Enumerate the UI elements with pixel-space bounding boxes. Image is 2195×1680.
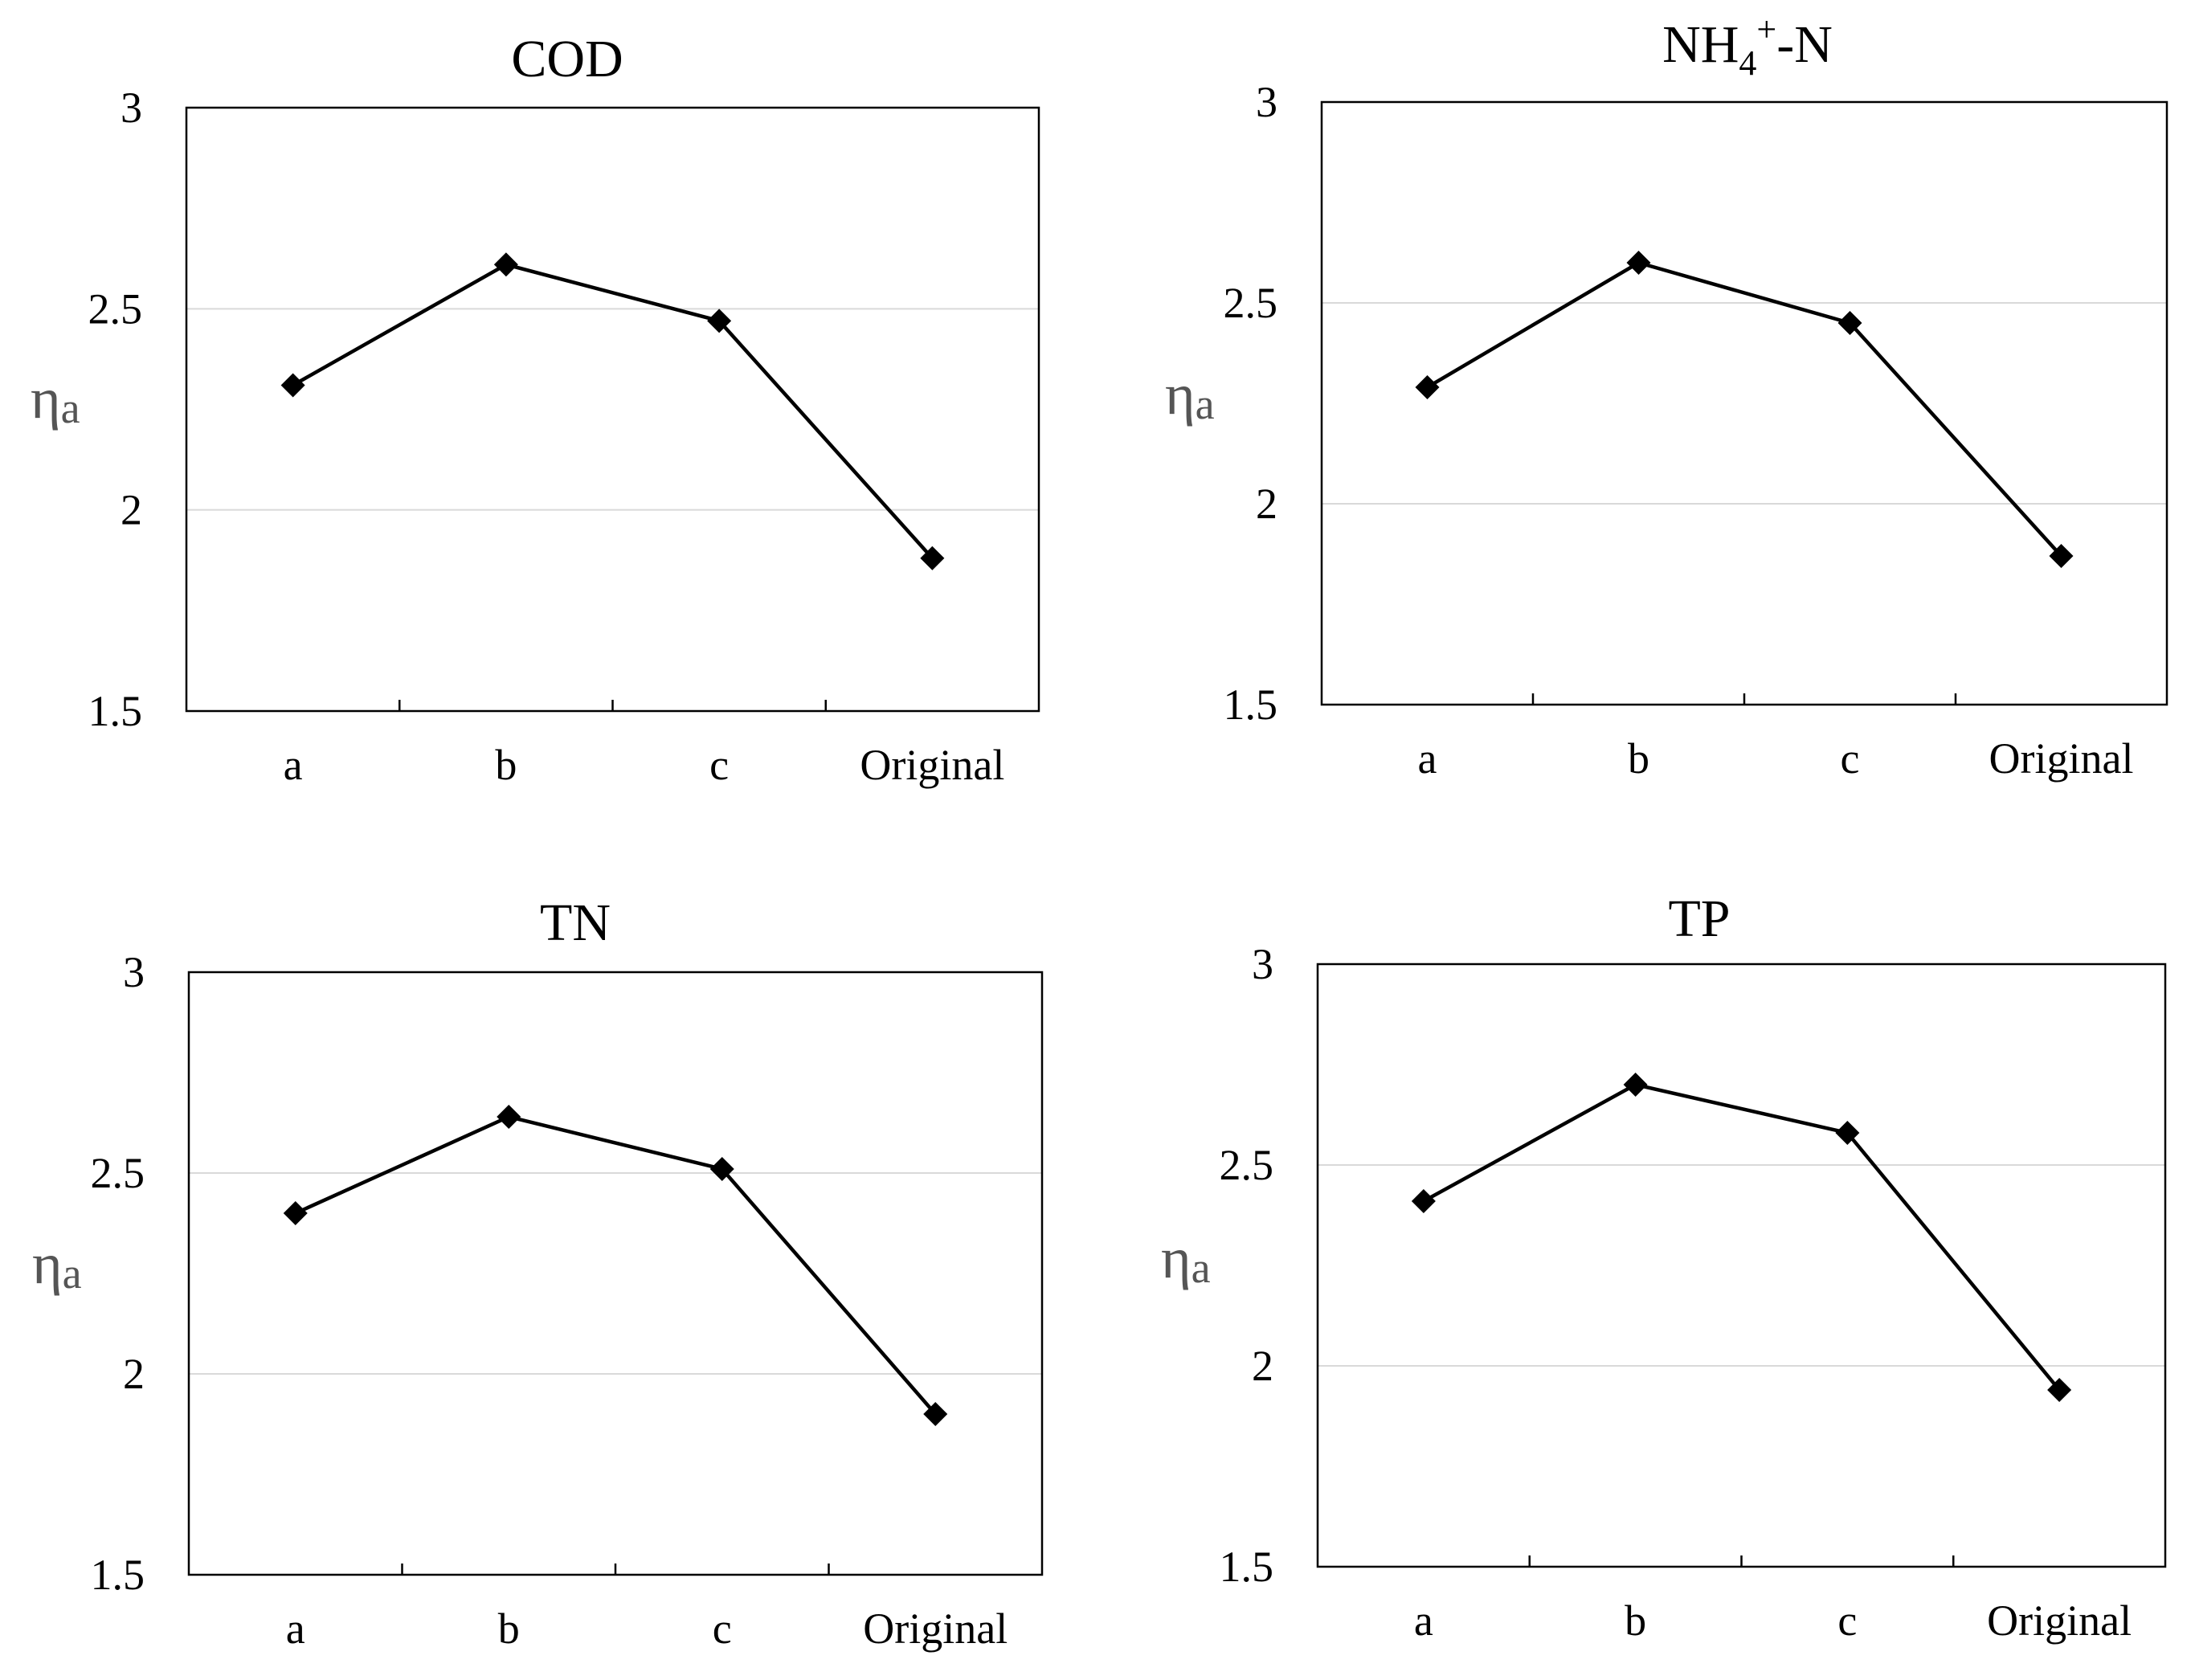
x-tick-label: b — [1625, 1596, 1646, 1645]
x-tick-label: b — [1628, 734, 1649, 783]
x-tick-label: a — [286, 1604, 305, 1653]
y-tick-label: 1.5 — [1224, 681, 1278, 729]
data-point-original — [920, 546, 945, 570]
y-tick-label: 2 — [1256, 480, 1277, 528]
y-tick-label: 3 — [121, 84, 142, 132]
plot-frame — [187, 971, 1044, 1576]
y-axis-label: ηa — [32, 1232, 82, 1298]
data-point-b — [493, 252, 518, 277]
chart-title: TP — [1668, 889, 1730, 948]
data-point-original — [923, 1402, 948, 1426]
chart-title: NH4+-N — [1662, 10, 1833, 83]
data-point-b — [1626, 251, 1651, 275]
chart-panel-2: 1.5 2 2.5 3 a b c Original NH4+-N ηa — [1165, 10, 2168, 783]
y-axis-label: ηa — [1165, 362, 1215, 428]
y-tick-label: 3 — [123, 948, 145, 996]
y-tick-label: 2 — [123, 1350, 145, 1398]
y-tick-label: 2.5 — [88, 284, 143, 333]
chart-title: COD — [511, 30, 623, 88]
y-axis-label: ηa — [31, 366, 80, 432]
x-tick-label: c — [1841, 734, 1860, 783]
data-point-c — [709, 1157, 734, 1181]
x-tick-label: Original — [860, 741, 1004, 789]
y-tick-label: 1.5 — [91, 1551, 145, 1599]
y-tick-label: 1.5 — [88, 687, 143, 735]
series-line — [1426, 260, 2063, 558]
plot-frame — [185, 106, 1040, 713]
data-point-b — [1623, 1073, 1648, 1097]
y-tick-label: 2.5 — [91, 1149, 145, 1197]
x-tick-label: c — [713, 1604, 732, 1653]
chart-title: TN — [540, 893, 611, 952]
y-axis-label: ηa — [1161, 1226, 1211, 1292]
y-tick-label: 1.5 — [1220, 1543, 1274, 1591]
y-tick-label: 2.5 — [1224, 279, 1278, 327]
y-tick-label: 3 — [1252, 940, 1273, 988]
y-tick-label: 2 — [1252, 1342, 1273, 1390]
data-point-b — [497, 1105, 521, 1129]
data-point-c — [707, 309, 732, 333]
chart-panel-1: 1.5 2 2.5 3 a b c Original COD ηa — [31, 30, 1040, 789]
x-tick-label: c — [1837, 1596, 1857, 1645]
data-point-a — [1415, 375, 1440, 399]
x-tick-label: Original — [1987, 1596, 2132, 1645]
chart-panel-3: 1.5 2 2.5 3 a b c Original TN ηa — [32, 893, 1044, 1653]
data-point-c — [1835, 1121, 1860, 1145]
x-tick-label: a — [284, 741, 303, 789]
plot-frame — [1320, 100, 2168, 706]
data-point-a — [280, 373, 305, 398]
chart-panel-4: 1.5 2 2.5 3 a b c Original TP ηa — [1161, 889, 2167, 1645]
data-point-c — [1837, 311, 1862, 335]
y-tick-label: 2 — [121, 486, 142, 534]
x-tick-label: Original — [863, 1604, 1008, 1653]
x-tick-label: b — [495, 741, 517, 789]
x-tick-label: a — [1414, 1596, 1433, 1645]
plot-frame — [1316, 963, 2167, 1568]
x-tick-label: b — [498, 1604, 520, 1653]
series-line — [292, 262, 934, 560]
x-tick-label: c — [709, 741, 729, 789]
data-point-original — [2049, 544, 2074, 568]
x-tick-label: Original — [1989, 734, 2134, 783]
y-tick-label: 2.5 — [1220, 1141, 1274, 1189]
data-point-a — [1411, 1189, 1436, 1213]
data-point-original — [2047, 1378, 2072, 1402]
x-tick-label: a — [1418, 734, 1437, 783]
y-tick-label: 3 — [1256, 78, 1277, 126]
data-point-a — [283, 1201, 308, 1225]
series-line — [1422, 1082, 2061, 1392]
series-line — [294, 1114, 937, 1416]
